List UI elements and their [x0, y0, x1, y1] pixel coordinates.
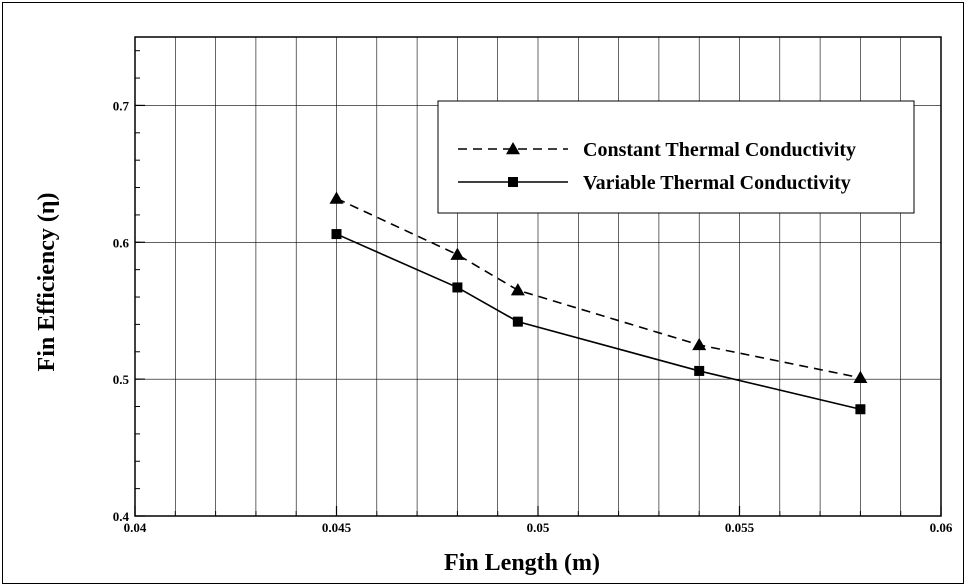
series-line [336, 197, 861, 379]
legend: Constant Thermal Conductivity Variable Th… [437, 100, 915, 214]
axis-ticks: 0.04 0.045 0.05 0.055 0.06 0.4 0.5 0.6 0.7 [113, 50, 953, 535]
x-tick-label: 0.04 [124, 520, 147, 535]
legend-label: Constant Thermal Conductivity [583, 139, 856, 161]
series-line [336, 233, 861, 411]
square-marker [855, 404, 866, 415]
triangle-marker [510, 283, 525, 296]
legend-square-marker [508, 177, 518, 187]
triangle-marker [853, 370, 868, 384]
square-marker [331, 229, 342, 240]
triangle-marker [450, 247, 465, 260]
legend-triangle-marker [506, 142, 520, 155]
x-tick-label: 0.055 [725, 520, 755, 535]
x-tick-label: 0.06 [930, 520, 953, 535]
y-tick-label: 0.7 [113, 98, 130, 113]
triangle-marker [329, 191, 344, 204]
y-tick-label: 0.6 [113, 235, 130, 250]
x-tick-label: 0.05 [527, 520, 550, 535]
x-tick-label: 0.045 [322, 520, 352, 535]
square-marker [512, 316, 523, 327]
square-marker [452, 282, 463, 293]
square-marker [694, 365, 705, 376]
y-axis-title: Fin Efficiency (η) [34, 193, 60, 372]
legend-box [437, 100, 915, 214]
legend-label: Variable Thermal Conductivity [583, 172, 851, 194]
series-1 [329, 191, 868, 384]
triangle-marker [692, 337, 707, 351]
series [329, 191, 868, 415]
x-axis-title: Fin Length (m) [444, 550, 600, 576]
y-tick-label: 0.4 [113, 509, 130, 524]
series-2 [331, 229, 866, 415]
y-tick-label: 0.5 [113, 372, 130, 387]
